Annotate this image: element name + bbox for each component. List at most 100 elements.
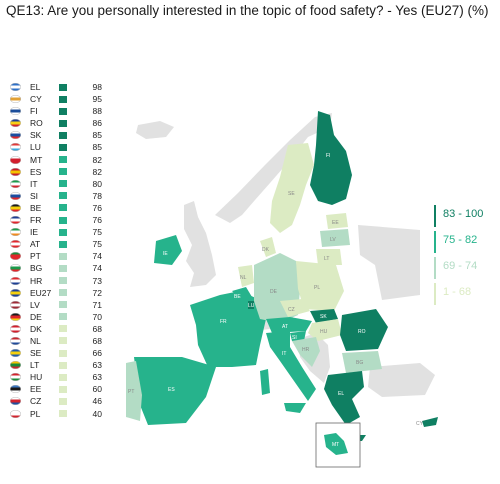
map-label-it: IT [282,351,286,357]
map-region-at [266,317,312,333]
value-swatch [59,131,67,139]
map-region-nl [238,265,254,287]
country-value: 74 [92,263,102,274]
value-swatch [59,325,67,333]
country-value: 74 [92,251,102,262]
ranking-row-ro: RO 86 [10,117,120,129]
legend-color-bar [434,257,436,279]
flag-fr-icon [10,216,21,225]
flag-pl-icon [10,409,21,418]
country-code: SK [30,130,42,141]
flag-nl-icon [10,336,21,345]
map-region-se [270,143,314,233]
legend-color-bar [434,283,436,305]
europe-map: FI SE IE FR ES PT BE NL LU DE DK EE LV L… [126,111,438,468]
country-code: SI [30,190,39,201]
country-value: 88 [92,106,102,117]
value-swatch [59,216,67,224]
country-value: 78 [92,190,102,201]
ranking-row-fi: FI 88 [10,105,120,117]
map-region-sk [310,309,338,323]
map-region-pl [296,261,344,311]
flag-eu27-icon [10,288,21,297]
value-swatch [59,301,67,309]
value-swatch [59,252,67,260]
country-value: 71 [92,299,102,310]
ranking-row-ee: EE 60 [10,383,120,395]
ranking-row-be: BE 76 [10,202,120,214]
value-swatch [59,264,67,272]
country-value: 75 [92,239,102,250]
map-label-si: SI [292,335,297,341]
map-region-ie [154,235,182,265]
map-region-lv [320,229,350,247]
ranking-row-el: EL 98 [10,81,120,93]
flag-cy-icon [10,95,21,104]
country-code: PT [30,251,41,262]
legend-label: 1 - 68 [443,286,472,298]
map-label-cz: CZ [288,307,295,313]
map-label-fi: FI [326,153,330,159]
value-swatch [59,385,67,393]
country-value: 86 [92,118,102,129]
legend-label: 75 - 82 [443,234,478,246]
value-swatch [59,156,67,164]
map-label-lt: LT [324,256,329,262]
value-swatch [59,410,67,418]
legend-label: 83 - 100 [443,208,484,220]
country-code: NL [30,335,41,346]
map-label-be: BE [234,294,241,300]
map-label-sk: SK [320,314,327,320]
country-value: 73 [92,275,102,286]
ranking-row-cy: CY 95 [10,93,120,105]
map-region-cy [422,417,438,427]
map-region-cz [280,299,310,317]
flag-ee-icon [10,385,21,394]
flag-se-icon [10,349,21,358]
map-label-fr: FR [220,319,227,325]
ranking-row-se: SE 66 [10,347,120,359]
ranking-list: EL 98 CY 95 FI 88 RO 86 SK 85 LU 85 MT 82 ES 82 IT 80 SI 78… [10,81,120,420]
value-swatch [59,192,67,200]
map-label-es: ES [168,387,175,393]
flag-at-icon [10,240,21,249]
country-code: PL [30,408,41,419]
ranking-row-hr: HR 73 [10,275,120,287]
map-region-ro [340,309,388,351]
country-code: CZ [30,396,42,407]
flag-es-icon [10,167,21,176]
map-label-dk: DK [262,247,270,253]
map-label-lu: LU [248,303,255,309]
map-region-si [290,331,306,341]
map-label-hr: HR [302,347,310,353]
value-swatch [59,397,67,405]
value-swatch [59,313,67,321]
country-code: BG [30,263,43,274]
country-value: 40 [92,408,102,419]
map-region-uk [184,201,216,287]
flag-si-icon [10,191,21,200]
map-label-at: AT [282,324,288,330]
map-region-el [324,371,364,425]
country-code: EU27 [30,287,52,298]
map-label-pt: PT [128,389,134,395]
value-swatch [59,240,67,248]
flag-hr-icon [10,276,21,285]
country-code: FR [30,215,42,226]
flag-lv-icon [10,300,21,309]
map-label-hu: HU [320,329,328,335]
flag-ie-icon [10,228,21,237]
map-label-pl: PL [314,285,320,291]
map-region-lu [248,301,254,309]
country-value: 70 [92,311,102,322]
ranking-row-sk: SK 85 [10,129,120,141]
value-swatch [59,95,67,103]
ranking-row-si: SI 78 [10,190,120,202]
country-value: 68 [92,335,102,346]
country-value: 63 [92,360,102,371]
value-swatch [59,119,67,127]
country-code: DE [30,311,42,322]
map-region-pt [126,361,142,421]
country-code: IT [30,178,38,189]
map-label-bg: BG [356,360,363,366]
